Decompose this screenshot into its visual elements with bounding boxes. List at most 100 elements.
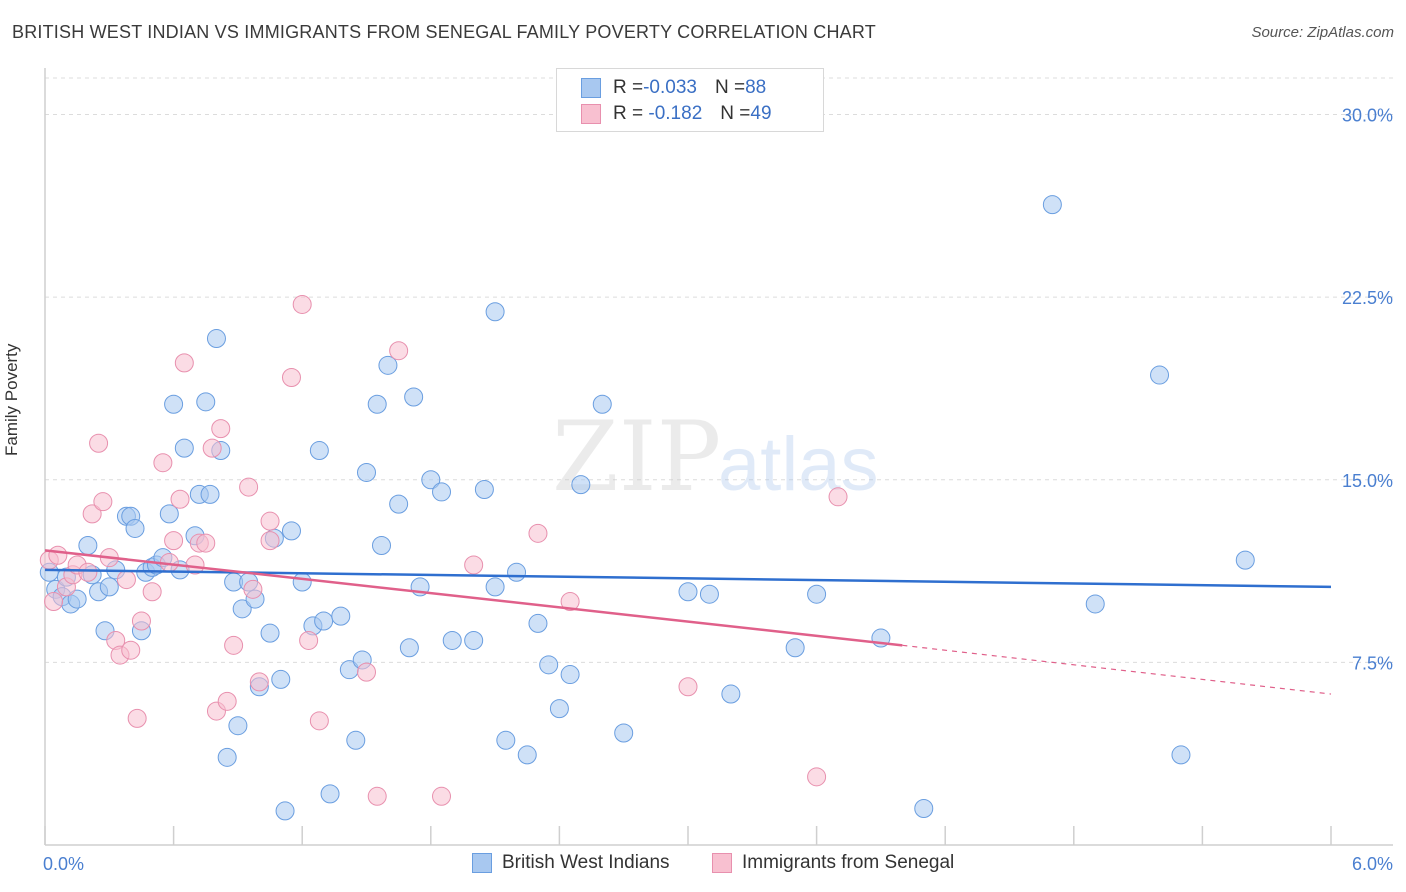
point-british-west-indians <box>474 480 494 500</box>
point-immigrants-from-senegal <box>807 767 827 787</box>
point-british-west-indians <box>539 655 559 675</box>
point-immigrants-from-senegal <box>131 611 151 631</box>
point-british-west-indians <box>232 599 252 619</box>
point-british-west-indians <box>699 584 719 604</box>
point-immigrants-from-senegal <box>142 582 162 602</box>
point-immigrants-from-senegal <box>560 592 580 612</box>
point-british-west-indians <box>228 716 248 736</box>
legend-swatch-blue <box>581 78 601 98</box>
bottom-legend-label: British West Indians <box>502 852 670 873</box>
point-british-west-indians <box>560 665 580 685</box>
watermark-atlas: atlas <box>718 422 879 507</box>
point-british-west-indians <box>517 745 537 765</box>
point-british-west-indians <box>614 723 634 743</box>
series-immigrants-from-senegal <box>39 294 848 806</box>
point-immigrants-from-senegal <box>292 294 312 314</box>
trend-line-immigrants-from-senegal <box>44 549 903 647</box>
bottom-legend-swatch-pink <box>712 853 732 873</box>
point-immigrants-from-senegal <box>217 691 237 711</box>
point-british-west-indians <box>125 518 145 538</box>
point-british-west-indians <box>99 577 119 597</box>
point-british-west-indians <box>721 684 741 704</box>
point-immigrants-from-senegal <box>678 677 698 697</box>
point-immigrants-from-senegal <box>299 630 319 650</box>
point-immigrants-from-senegal <box>224 635 244 655</box>
point-immigrants-from-senegal <box>127 708 147 728</box>
y-tick-label: 22.5% <box>1342 288 1393 308</box>
point-british-west-indians <box>389 494 409 514</box>
point-immigrants-from-senegal <box>239 477 259 497</box>
legend-n-value: 88 <box>745 77 767 98</box>
point-immigrants-from-senegal <box>249 672 269 692</box>
chart-title: BRITISH WEST INDIAN VS IMMIGRANTS FROM S… <box>12 22 876 42</box>
legend-row-british-west-indians: R = -0.033 N = 88 <box>581 77 766 99</box>
point-immigrants-from-senegal <box>357 662 376 682</box>
legend-n-value: 49 <box>750 103 772 124</box>
point-british-west-indians <box>528 613 548 633</box>
legend-row-immigrants-from-senegal: R = -0.182 N = 49 <box>581 103 772 125</box>
point-british-west-indians <box>346 730 366 750</box>
point-british-west-indians <box>164 394 184 414</box>
y-tick-label: 30.0% <box>1342 106 1393 126</box>
point-british-west-indians <box>206 329 226 349</box>
x-tick-label: 6.0% <box>1352 854 1393 874</box>
point-british-west-indians <box>292 572 312 592</box>
point-british-west-indians <box>549 699 569 719</box>
legend-swatch-pink <box>581 104 601 124</box>
point-british-west-indians <box>309 441 329 461</box>
point-immigrants-from-senegal <box>211 419 231 439</box>
point-british-west-indians <box>217 747 237 767</box>
point-british-west-indians <box>404 387 424 407</box>
point-immigrants-from-senegal <box>116 570 136 590</box>
point-immigrants-from-senegal <box>170 489 190 509</box>
point-british-west-indians <box>320 784 340 804</box>
point-british-west-indians <box>1150 365 1170 385</box>
bottom-legend-immigrants-from-senegal: Immigrants from Senegal <box>712 852 954 874</box>
point-immigrants-from-senegal <box>828 487 848 507</box>
bottom-legend-swatch-blue <box>472 853 492 873</box>
point-immigrants-from-senegal <box>202 438 222 458</box>
legend-r-value: -0.182 <box>643 103 703 124</box>
point-british-west-indians <box>372 536 392 556</box>
point-immigrants-from-senegal <box>260 511 280 531</box>
source-note: Source: ZipAtlas.com <box>1251 24 1394 41</box>
legend-r-label: R = <box>613 77 644 98</box>
point-immigrants-from-senegal <box>464 555 484 575</box>
point-british-west-indians <box>200 484 220 504</box>
point-british-west-indians <box>275 801 295 821</box>
y-tick-label: 7.5% <box>1352 653 1393 673</box>
point-immigrants-from-senegal <box>281 367 301 387</box>
legend-r-value: -0.033 <box>643 77 697 98</box>
point-british-west-indians <box>331 606 351 626</box>
point-immigrants-from-senegal <box>164 531 184 551</box>
point-british-west-indians <box>464 630 484 650</box>
point-british-west-indians <box>507 562 527 582</box>
point-british-west-indians <box>1171 745 1191 765</box>
point-immigrants-from-senegal <box>78 562 98 582</box>
point-british-west-indians <box>367 394 387 414</box>
point-british-west-indians <box>1235 550 1255 570</box>
point-british-west-indians <box>378 355 398 375</box>
trend-line-british-west-indians <box>44 568 1332 589</box>
point-immigrants-from-senegal <box>309 711 329 731</box>
point-british-west-indians <box>399 638 419 658</box>
point-british-west-indians <box>67 589 87 609</box>
point-british-west-indians <box>785 638 805 658</box>
point-british-west-indians <box>914 798 934 818</box>
tick-labels: 7.5% 15.0% 22.5% 30.0% 0.0% 6.0% <box>43 106 1393 874</box>
legend-n-label: N = <box>720 103 751 124</box>
point-british-west-indians <box>442 630 462 650</box>
point-british-west-indians <box>314 611 334 631</box>
watermark-zip: ZIP <box>552 401 721 513</box>
point-british-west-indians <box>357 462 376 482</box>
legend-r-label: R = <box>613 103 644 124</box>
trend-line-immigrants-from-senegal-extension <box>902 644 1332 695</box>
point-immigrants-from-senegal <box>260 531 280 551</box>
point-immigrants-from-senegal <box>243 579 263 599</box>
point-british-west-indians <box>78 536 98 556</box>
trend-lines <box>44 549 1332 695</box>
axes <box>44 68 1393 846</box>
point-british-west-indians <box>174 438 194 458</box>
point-british-west-indians <box>281 521 301 541</box>
point-british-west-indians <box>271 669 291 689</box>
